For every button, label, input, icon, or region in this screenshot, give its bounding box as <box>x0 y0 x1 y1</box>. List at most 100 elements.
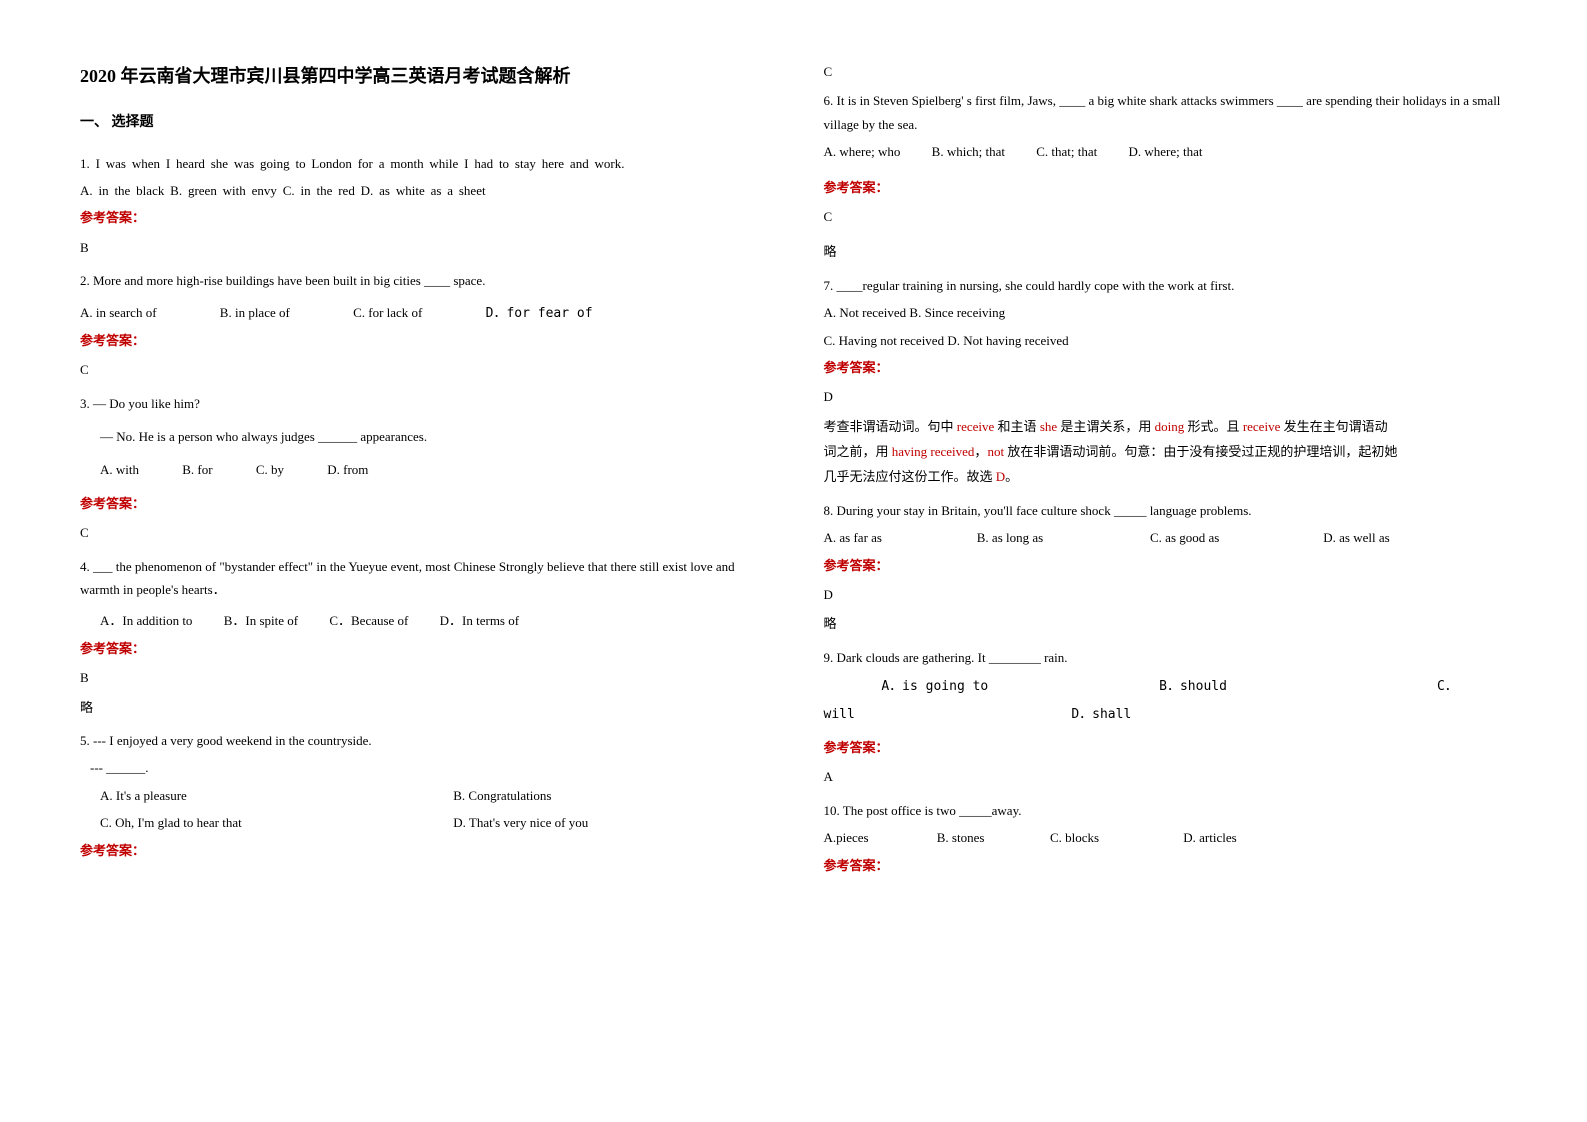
q9-options-row1: A．is going to B．should C． <box>824 675 1508 698</box>
q6-options: A. where; who B. which; that C. that; th… <box>824 140 1508 163</box>
q4-answer-label: 参考答案： <box>80 637 764 660</box>
page-container: 2020 年云南省大理市宾川县第四中学高三英语月考试题含解析 一、 选择题 1.… <box>80 60 1507 887</box>
q7-explain-line3: 几乎无法应付这份工作。故选 D。 <box>824 465 1508 488</box>
q3-answer: C <box>80 521 764 544</box>
q9-answer-label: 参考答案： <box>824 736 1508 759</box>
q7-answer-label: 参考答案： <box>824 356 1508 379</box>
q2-optA: A. in search of <box>80 301 157 324</box>
q7-e3-pre: 几乎无法应付这份工作。故选 <box>824 469 996 484</box>
q5-line2: --- ______. <box>80 756 764 779</box>
q7-e3-post: 。 <box>1005 469 1018 484</box>
q6-text: 6. It is in Steven Spielberg' s first fi… <box>824 89 1508 136</box>
q2-text: 2. More and more high-rise buildings hav… <box>80 269 764 292</box>
q6-optC: C. that; that <box>1036 140 1097 163</box>
question-7: 7. ____regular training in nursing, she … <box>824 274 1508 489</box>
question-10: 10. The post office is two _____away. A.… <box>824 799 1508 877</box>
question-4: 4. ___ the phenomenon of "bystander effe… <box>80 555 764 719</box>
q9-optD: D．shall <box>1071 703 1131 726</box>
q5-line1: 5. --- I enjoyed a very good weekend in … <box>80 729 764 752</box>
q7-e1-m3: 形式。且 <box>1188 419 1243 434</box>
q5-optB: B. Congratulations <box>453 784 551 807</box>
q10-optB: B. stones <box>937 826 1047 849</box>
question-5: 5. --- I enjoyed a very good weekend in … <box>80 729 764 862</box>
q10-optC: C. blocks <box>1050 826 1180 849</box>
q9-text: 9. Dark clouds are gathering. It _______… <box>824 646 1508 669</box>
q5-answer-label: 参考答案： <box>80 839 764 862</box>
q5-options-row2: C. Oh, I'm glad to hear that D. That's v… <box>80 811 764 834</box>
q8-explain: 略 <box>824 612 1508 635</box>
q3-optA: A. with <box>100 458 139 481</box>
q7-e3-red: D <box>996 469 1005 484</box>
q7-e1-m2: 是主谓关系，用 <box>1060 419 1154 434</box>
q9-optCextra: will <box>824 703 1064 726</box>
q9-optA: A．is going to <box>881 675 1151 698</box>
q3-line1: 3. — Do you like him? <box>80 392 764 415</box>
q5-answer: C <box>824 60 1508 83</box>
q7-e1-pre: 考查非谓语动词。句中 <box>824 419 957 434</box>
q1-text: 1. I was when I heard she was going to L… <box>80 152 764 175</box>
question-9: 9. Dark clouds are gathering. It _______… <box>824 646 1508 789</box>
q7-e1-r3: doing <box>1155 419 1188 434</box>
q8-optD: D. as well as <box>1323 526 1389 549</box>
q7-e1-r4: receive <box>1243 419 1284 434</box>
q3-optB: B. for <box>182 458 212 481</box>
right-column: C 6. It is in Steven Spielberg' s first … <box>824 60 1508 887</box>
q7-e1-m1: 和主语 <box>998 419 1040 434</box>
q7-e2-r2: not <box>987 444 1007 459</box>
q10-optA: A.pieces <box>824 826 934 849</box>
left-column: 2020 年云南省大理市宾川县第四中学高三英语月考试题含解析 一、 选择题 1.… <box>80 60 764 887</box>
q3-answer-label: 参考答案： <box>80 492 764 515</box>
q7-e2-m1: ， <box>974 444 987 459</box>
q8-options: A. as far as B. as long as C. as good as… <box>824 526 1508 549</box>
q8-optC: C. as good as <box>1150 526 1320 549</box>
q8-optB: B. as long as <box>977 526 1147 549</box>
q10-text: 10. The post office is two _____away. <box>824 799 1508 822</box>
q8-answer-label: 参考答案： <box>824 554 1508 577</box>
q4-optA: A．In addition to <box>100 609 192 632</box>
section-heading: 一、 选择题 <box>80 110 764 135</box>
q7-explain-line2: 词之前，用 having received，not 放在非谓语动词前。句意：由于… <box>824 440 1508 463</box>
q1-options: A. in the black B. green with envy C. in… <box>80 179 764 202</box>
q10-answer-label: 参考答案： <box>824 854 1508 877</box>
q6-optB: B. which; that <box>932 140 1005 163</box>
q4-optB: B．In spite of <box>224 609 298 632</box>
q7-e2-post: 放在非谓语动词前。句意：由于没有接受过正规的护理培训，起初她 <box>1007 444 1397 459</box>
q9-answer: A <box>824 765 1508 788</box>
q2-optB: B. in place of <box>220 301 290 324</box>
q2-answer: C <box>80 358 764 381</box>
q7-e2-r1: having received <box>892 444 975 459</box>
q9-options-row2: will D．shall <box>824 703 1508 726</box>
q2-optC: C. for lack of <box>353 301 422 324</box>
q3-optC: C. by <box>256 458 284 481</box>
q3-optD: D. from <box>327 458 368 481</box>
q4-optC: C．Because of <box>329 609 408 632</box>
q4-options: A．In addition to B．In spite of C．Because… <box>80 609 764 632</box>
q5-optC: C. Oh, I'm glad to hear that <box>100 811 380 834</box>
q3-options: A. with B. for C. by D. from <box>80 458 764 481</box>
q9-optC: C． <box>1437 675 1458 698</box>
q9-optB: B．should <box>1159 675 1429 698</box>
q8-text: 8. During your stay in Britain, you'll f… <box>824 499 1508 522</box>
q10-optD: D. articles <box>1183 826 1236 849</box>
q7-options-line1: A. Not received B. Since receiving <box>824 301 1508 324</box>
q4-text: 4. ___ the phenomenon of "bystander effe… <box>80 555 764 602</box>
q7-options-line2: C. Having not received D. Not having rec… <box>824 329 1508 352</box>
q8-answer: D <box>824 583 1508 606</box>
q8-optA: A. as far as <box>824 526 974 549</box>
q2-answer-label: 参考答案： <box>80 329 764 352</box>
q4-optD: D．In terms of <box>440 609 519 632</box>
q7-e1-r1: receive <box>957 419 998 434</box>
q6-optA: A. where; who <box>824 140 901 163</box>
q5-optA: A. It's a pleasure <box>100 784 380 807</box>
q1-answer: B <box>80 236 764 259</box>
q4-explain: 略 <box>80 696 764 719</box>
q5-optD: D. That's very nice of you <box>453 811 588 834</box>
q6-explain: 略 <box>824 240 1508 263</box>
q3-line2: — No. He is a person who always judges _… <box>80 425 764 448</box>
q7-explain-line1: 考查非谓语动词。句中 receive 和主语 she 是主谓关系，用 doing… <box>824 415 1508 438</box>
q2-options: A. in search of B. in place of C. for la… <box>80 301 764 325</box>
q7-e2-pre: 词之前，用 <box>824 444 892 459</box>
q7-e1-r2: she <box>1040 419 1061 434</box>
question-2: 2. More and more high-rise buildings hav… <box>80 269 764 382</box>
q7-e1-post: 发生在主句谓语动 <box>1284 419 1388 434</box>
